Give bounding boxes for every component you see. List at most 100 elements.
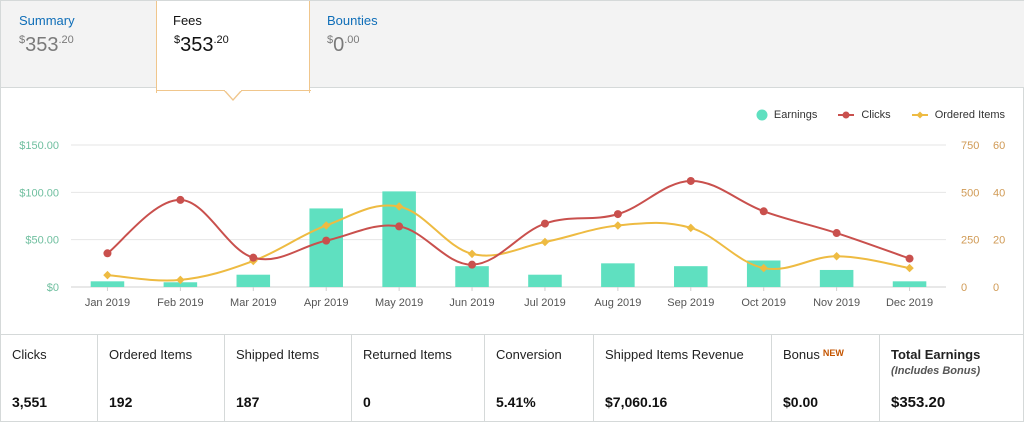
stat-label: Clicks [12,347,47,362]
active-tab-pointer-icon [224,90,242,101]
tab-fees-label: Fees [173,13,202,28]
tab-bounties-label: Bounties [327,13,378,28]
left-axis-tick: $0 [47,282,59,294]
report-tabs: Summary $353.20 Fees $353.20 Bounties $0… [1,1,1024,101]
earnings-bar [601,263,635,287]
x-axis-label: May 2019 [375,297,423,309]
clicks-line-icon [838,111,855,119]
clicks-point [540,219,549,228]
x-axis-label: Mar 2019 [230,297,276,309]
right-axis-clicks-tick: 250 [961,235,979,247]
stat-conversion: Conversion 5.41% [485,335,594,422]
right-axis-clicks-tick: 500 [961,187,979,199]
amount-cents: .20 [58,34,74,46]
stat-bonus: Bonus NEW $0.00 [772,335,880,422]
clicks-point [759,207,768,216]
stat-value: 187 [236,394,260,410]
stat-label: Total Earnings [891,347,981,362]
x-axis-label: Aug 2019 [594,297,641,309]
earnings-bar [163,282,198,287]
stat-value: $0.00 [783,394,819,410]
legend-ordered-items[interactable]: Ordered Items [911,109,1005,121]
right-axis-items-tick: 20 [993,235,1005,247]
clicks-point [395,222,404,231]
new-badge: NEW [822,348,844,358]
tab-bounties-amount: $0.00 [327,34,360,57]
stat-value: 3,551 [12,394,48,410]
earnings-bar [819,269,854,287]
chart-canvas: $0 $50.00 $100.00 $150.00 0 0 250 20 500 40 750 60 J… [19,140,1005,309]
x-axis-label: Jul 2019 [524,297,566,309]
ordered-items-point [686,223,696,233]
tab-bounties[interactable]: Bounties $0.00 [327,1,447,88]
stat-clicks: Clicks 3,551 [1,335,98,422]
tab-summary[interactable]: Summary $353.20 [19,1,139,88]
earnings-dot-icon [756,109,768,121]
x-axis-label: Dec 2019 [886,297,933,309]
clicks-point [468,260,477,269]
left-axis-tick: $150.00 [19,140,59,152]
chart-legend: Earnings Clicks Ordered Items [756,109,1005,121]
earnings-chart: Earnings Clicks Ordered Items $0 $50.00 $1… [1,89,1024,334]
x-axis-label: Jan 2019 [85,297,130,309]
stat-shipped-items-revenue: Shipped Items Revenue $7,060.16 [594,335,772,422]
earnings-bar [528,274,562,287]
amount-cents: .20 [213,34,229,46]
amount-whole: 0 [333,34,345,56]
clicks-point [103,249,112,258]
clicks-point [176,195,185,204]
ordered-items-point [176,275,185,285]
stat-total-earnings: Total Earnings (Includes Bonus) $353.20 [880,335,1024,422]
ordered-items-line [107,204,910,282]
ordered-items-point [467,249,477,259]
right-axis-clicks-tick: 0 [961,282,967,294]
clicks-point [249,253,258,262]
tab-fees[interactable]: Fees $353.20 [156,1,311,101]
legend-label: Earnings [773,109,818,121]
currency-symbol: $ [19,34,26,46]
stat-returned-items: Returned Items 0 [352,335,485,422]
right-axis-clicks-tick: 750 [961,140,979,152]
stat-label: Ordered Items [109,347,193,362]
tab-summary-label: Summary [19,13,75,28]
right-axis-items-tick: 40 [993,187,1005,199]
ordered-items-point [540,237,550,247]
legend-earnings[interactable]: Earnings [756,109,817,121]
x-axis-label: Feb 2019 [157,297,203,309]
earnings-bar [236,274,271,287]
stat-value: $353.20 [891,394,946,411]
ordered-items-point [321,221,331,230]
tab-fees-amount: $353.20 [174,34,229,57]
amount-whole: 353 [180,34,214,56]
earnings-bar [892,281,927,287]
stat-label: Returned Items [363,347,452,362]
clicks-point [613,210,622,219]
earnings-bar [455,266,489,287]
tab-summary-amount: $353.20 [19,34,74,57]
stat-label: Shipped Items [236,347,320,362]
clicks-point [905,254,914,263]
stat-sublabel: (Includes Bonus) [891,365,981,377]
bonus-label: Bonus [783,347,820,362]
x-axis-label: Jun 2019 [449,297,494,309]
stat-shipped-items: Shipped Items 187 [225,335,352,422]
stat-label: Shipped Items Revenue [605,347,744,362]
ordered-items-point [103,270,112,280]
stat-label: Bonus NEW [783,347,844,362]
amount-cents: .00 [344,34,360,46]
stat-value: 5.41% [496,394,536,410]
x-axis-label: Sep 2019 [667,297,714,309]
stat-ordered-items: Ordered Items 192 [98,335,225,422]
currency-symbol: $ [327,34,334,46]
stats-row: Clicks 3,551 Ordered Items 192 Shipped I… [1,334,1024,422]
left-axis-tick: $50.00 [25,235,59,247]
clicks-point [686,176,695,185]
left-axis-tick: $100.00 [19,187,59,199]
right-axis-items-tick: 0 [993,282,999,294]
stat-label: Conversion [496,347,562,362]
legend-clicks[interactable]: Clicks [837,109,891,121]
x-axis-label: Oct 2019 [741,297,786,309]
legend-label: Ordered Items [934,109,1005,121]
currency-symbol: $ [174,34,181,46]
